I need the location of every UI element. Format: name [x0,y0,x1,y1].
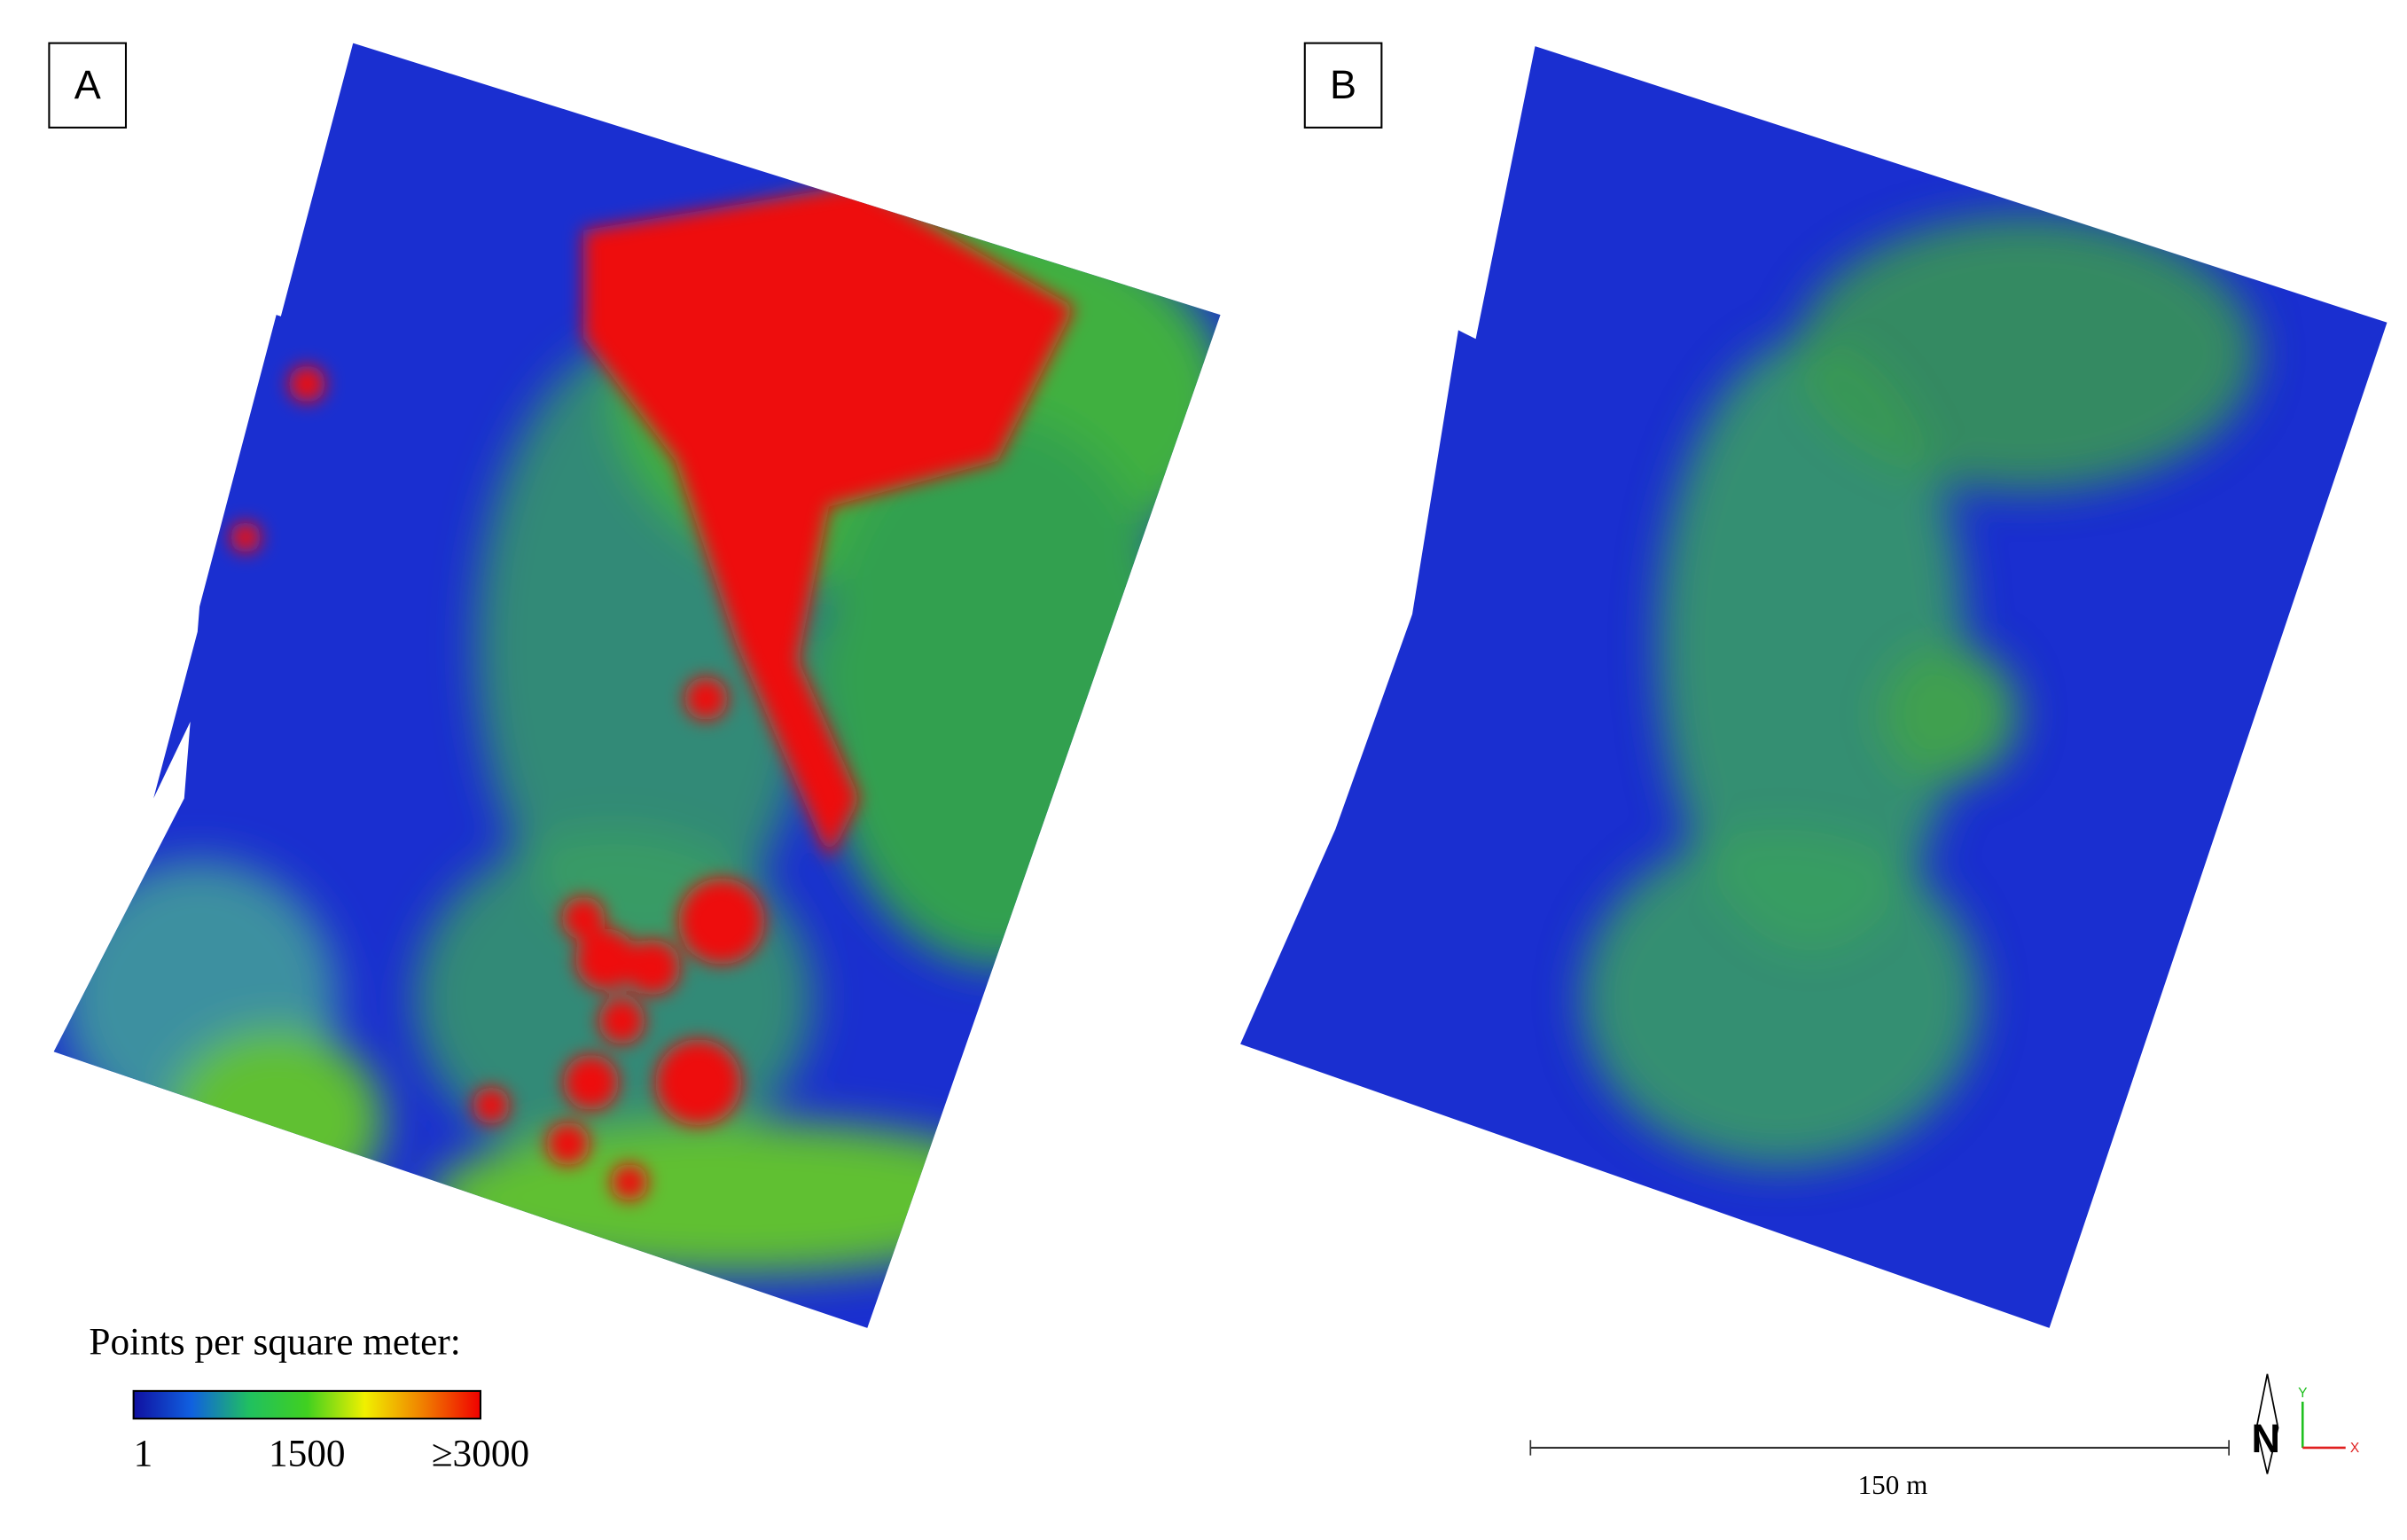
north-arrow [2255,1373,2279,1474]
legend-tick-label: 1500 [269,1433,346,1475]
panel-label: B [1330,62,1356,107]
y-axis-label: Y [2298,1386,2308,1401]
color-bar [132,1389,481,1420]
density-map-b [1240,46,2387,1328]
legend-tick-label: ≥3000 [432,1433,529,1475]
panel-label-box [1303,42,1383,129]
legend-tick-label: 1 [134,1433,153,1475]
x-axis-label: X [2350,1441,2360,1456]
panel-label: A [74,62,101,107]
panel-label-box [48,42,128,129]
legend-title: Points per square meter: [89,1320,460,1363]
scale-bar-label: 150 m [1858,1469,1928,1500]
density-map-a [53,43,1221,1328]
north-label: N [2251,1416,2280,1461]
